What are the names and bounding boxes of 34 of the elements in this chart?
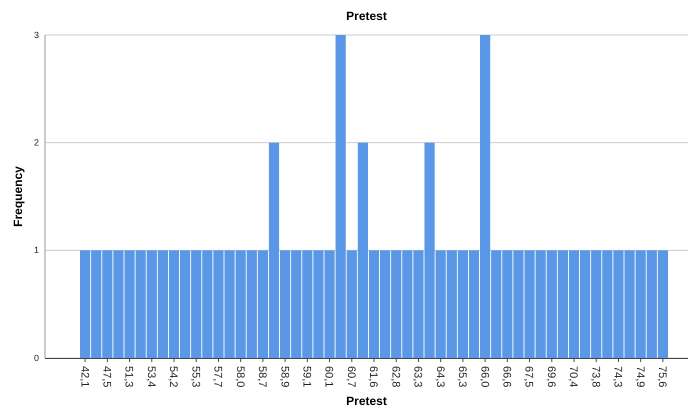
x-tick-label: 42,1 [78,366,90,388]
x-tick-label: 59,1 [300,366,312,388]
x-tick-label: 54,2 [167,366,180,388]
x-tick-label: 60,7 [344,366,357,388]
x-tick-label: 47,5 [100,366,112,388]
x-tick-label: 60,1 [322,366,335,388]
x-tick-label: 55,3 [189,366,202,388]
y-tick-label: 2 [34,138,39,148]
x-axis-title: Pretest [346,394,387,408]
x-tick-label: 69,6 [544,366,557,388]
x-tick-label: 73,8 [589,366,602,388]
x-tick-label: 66,0 [478,366,490,388]
x-tick-label: 63,3 [412,366,424,388]
x-tick-label: 67,5 [522,366,535,388]
y-tick-label: 1 [34,245,39,256]
x-tick-label: 58,0 [234,366,246,388]
x-tick-label: 66,6 [500,366,512,388]
x-tick-label: 51,3 [122,366,135,388]
x-tick-label: 70,4 [567,366,580,388]
y-tick-label: 3 [34,30,39,40]
x-tick-label: 58,7 [256,366,268,388]
x-tick-label: 61,6 [367,366,380,388]
x-tick-label: 62,8 [389,366,402,388]
x-tick-label: 74,3 [612,366,624,388]
x-tick-label: 58,9 [278,366,290,388]
x-tick-label: 64,3 [434,366,446,388]
x-tick-label: 53,4 [144,366,157,388]
y-axis-title: Frequency [11,166,25,227]
x-tick-label: 57,7 [212,366,224,388]
y-tick-label: 0 [34,352,39,363]
x-tick-label: 74,9 [634,366,646,388]
x-tick-label: 75,6 [656,366,668,388]
x-tick-label: 65,3 [456,366,468,388]
chart-title: Pretest [346,9,387,23]
